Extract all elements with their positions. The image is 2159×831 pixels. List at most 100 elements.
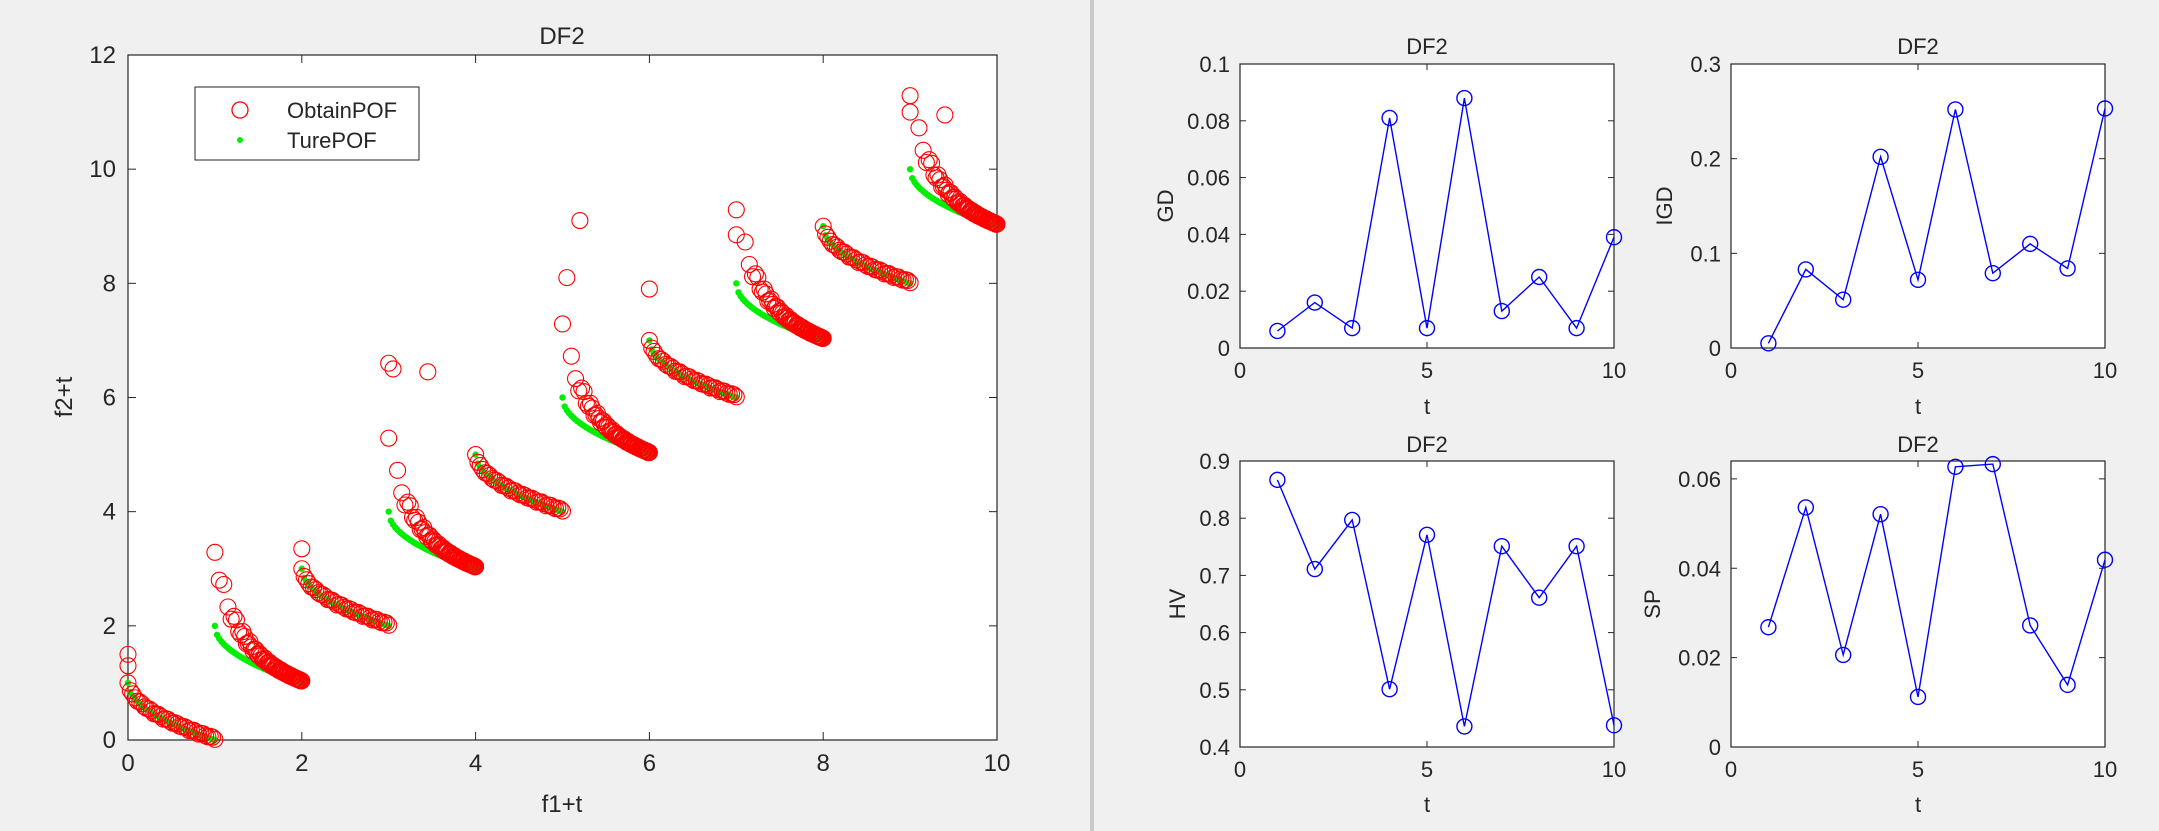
obtain-pof-point [215, 575, 233, 594]
igd-plot-area [1730, 63, 2106, 349]
obtain-pof-point [293, 540, 311, 558]
obtain-pof-point [744, 268, 762, 286]
igd-marker [1760, 335, 1777, 352]
obtain-pof-point [727, 388, 745, 406]
gd-marker [1530, 268, 1548, 286]
gd-y-tick-label: 0.02 [1187, 279, 1230, 304]
sp-line [1767, 463, 2106, 698]
legend-true-marker [237, 137, 243, 143]
main-scatter-chart: DF2 f1+t f2+t 0 2 4 6 8 10 0 2 4 6 8 10 12 ObtainPO… [51, 23, 1010, 818]
obtain-pof-point [290, 670, 309, 689]
gd-marker [1418, 319, 1436, 337]
hv-title: DF2 [1406, 432, 1448, 457]
obtain-pof-point [910, 119, 928, 137]
sp-marker [1797, 499, 1815, 516]
obtain-pof-point [727, 226, 745, 244]
main-x-tick-label: 10 [984, 750, 1011, 777]
sp-plot-area [1730, 460, 2106, 748]
main-legend: ObtainPOF TurePOF [194, 86, 420, 161]
obtain-pof-point [467, 558, 485, 576]
hv-ticks: 0 5 10 0.4 0.5 0.6 0.7 0.8 0.9 [1199, 449, 1626, 782]
gd-title: DF2 [1406, 34, 1448, 59]
obtain-pof-point [399, 493, 417, 511]
sp-x-tick-label: 10 [2093, 757, 2117, 782]
obtain-pof-point [746, 265, 764, 283]
hv-y-tick-label: 0.7 [1199, 563, 1230, 588]
obtain-pof-point [901, 274, 919, 292]
main-y-tick-label: 12 [89, 42, 116, 69]
obtain-pof-point [377, 614, 395, 632]
hv-marker [1456, 718, 1473, 735]
obtain-pof-point [380, 354, 398, 372]
hv-x-tick-label: 10 [1602, 757, 1626, 782]
main-x-ticks: 0 2 4 6 8 10 [121, 55, 1010, 777]
sp-marker [1872, 505, 1889, 523]
obtain-pof-point [304, 579, 323, 597]
igd-x-tick-label: 5 [1912, 358, 1924, 383]
hv-y-tick-label: 0.6 [1199, 621, 1230, 646]
hv-series [1269, 471, 1623, 735]
obtain-pof-point [814, 329, 832, 347]
obtain-pof-point [185, 721, 203, 739]
obtain-pof-point [542, 496, 560, 514]
hv-x-tick-label: 0 [1234, 757, 1246, 782]
obtain-pof-point [638, 442, 656, 460]
obtain-pof-point [206, 730, 224, 748]
igd-ticks: 0 5 10 0 0.1 0.2 0.3 [1690, 52, 2117, 383]
obtain-pof-point [577, 394, 595, 412]
hv-marker [1381, 681, 1398, 698]
obtain-pof-point [558, 269, 576, 287]
hv-ylabel: HV [1165, 588, 1190, 619]
sp-y-tick-label: 0.02 [1678, 646, 1721, 671]
main-y-tick-label: 0 [103, 727, 116, 754]
igd-marker [2021, 235, 2039, 253]
true-pof-point [733, 280, 740, 287]
obtain-pof-point [640, 331, 658, 349]
obtain-pof-point [210, 571, 228, 589]
obtain-pof-point [368, 611, 386, 629]
sp-xlabel: t [1915, 792, 1921, 817]
hv-chart: DF2 t HV 0 5 10 0.4 0.5 0.6 0.7 0.8 0.9 [1165, 432, 1626, 817]
main-y-tick-label: 8 [103, 270, 116, 297]
sp-marker [1760, 619, 1777, 636]
obtain-pof-point [370, 613, 388, 631]
gd-xlabel: t [1424, 394, 1430, 419]
true-pof-point [906, 165, 914, 173]
main-x-tick-label: 4 [469, 750, 482, 777]
gd-marker [1493, 302, 1511, 320]
obtain-pof-point [194, 725, 212, 743]
gd-chart: DF2 t GD 0 5 10 0 0.02 0.04 0.06 0.08 0.1 [1153, 34, 1626, 419]
gd-y-tick-label: 0 [1218, 336, 1230, 361]
hv-marker [1418, 526, 1436, 543]
obtain-pof-point [403, 508, 422, 527]
obtain-pof-point [359, 607, 377, 625]
igd-series [1760, 100, 2114, 352]
obtain-pof-point [936, 106, 954, 124]
obtain-pof-point [532, 493, 550, 511]
sp-ticks: 0 5 10 0 0.02 0.04 0.06 [1678, 461, 2117, 782]
hv-x-tick-label: 5 [1421, 757, 1433, 782]
obtain-pof-point [901, 103, 919, 121]
hv-y-tick-label: 0.5 [1199, 678, 1230, 703]
hv-marker [1605, 717, 1623, 734]
sp-marker [1947, 458, 1964, 476]
hv-marker [1530, 589, 1548, 606]
igd-marker [1909, 271, 1927, 289]
legend-obtain-label: ObtainPOF [287, 98, 397, 123]
obtain-pof-point [570, 382, 588, 400]
hv-y-tick-label: 0.4 [1199, 735, 1230, 760]
obtain-pof-point [230, 623, 248, 641]
igd-line [1767, 108, 2106, 344]
obtain-pof-point [474, 460, 492, 479]
obtain-pof-point [725, 386, 743, 404]
gd-x-tick-label: 10 [1602, 358, 1626, 383]
legend-box [194, 86, 420, 161]
obtain-pof-point [131, 693, 149, 711]
gd-marker [1269, 322, 1286, 340]
obtain-pof-point [206, 543, 224, 561]
obtain-pof-point [716, 382, 734, 400]
sp-marker [1984, 455, 2002, 473]
obtain-pof-point [196, 727, 215, 745]
sp-y-tick-label: 0.06 [1678, 467, 1721, 492]
obtain-pof-point [740, 255, 758, 274]
